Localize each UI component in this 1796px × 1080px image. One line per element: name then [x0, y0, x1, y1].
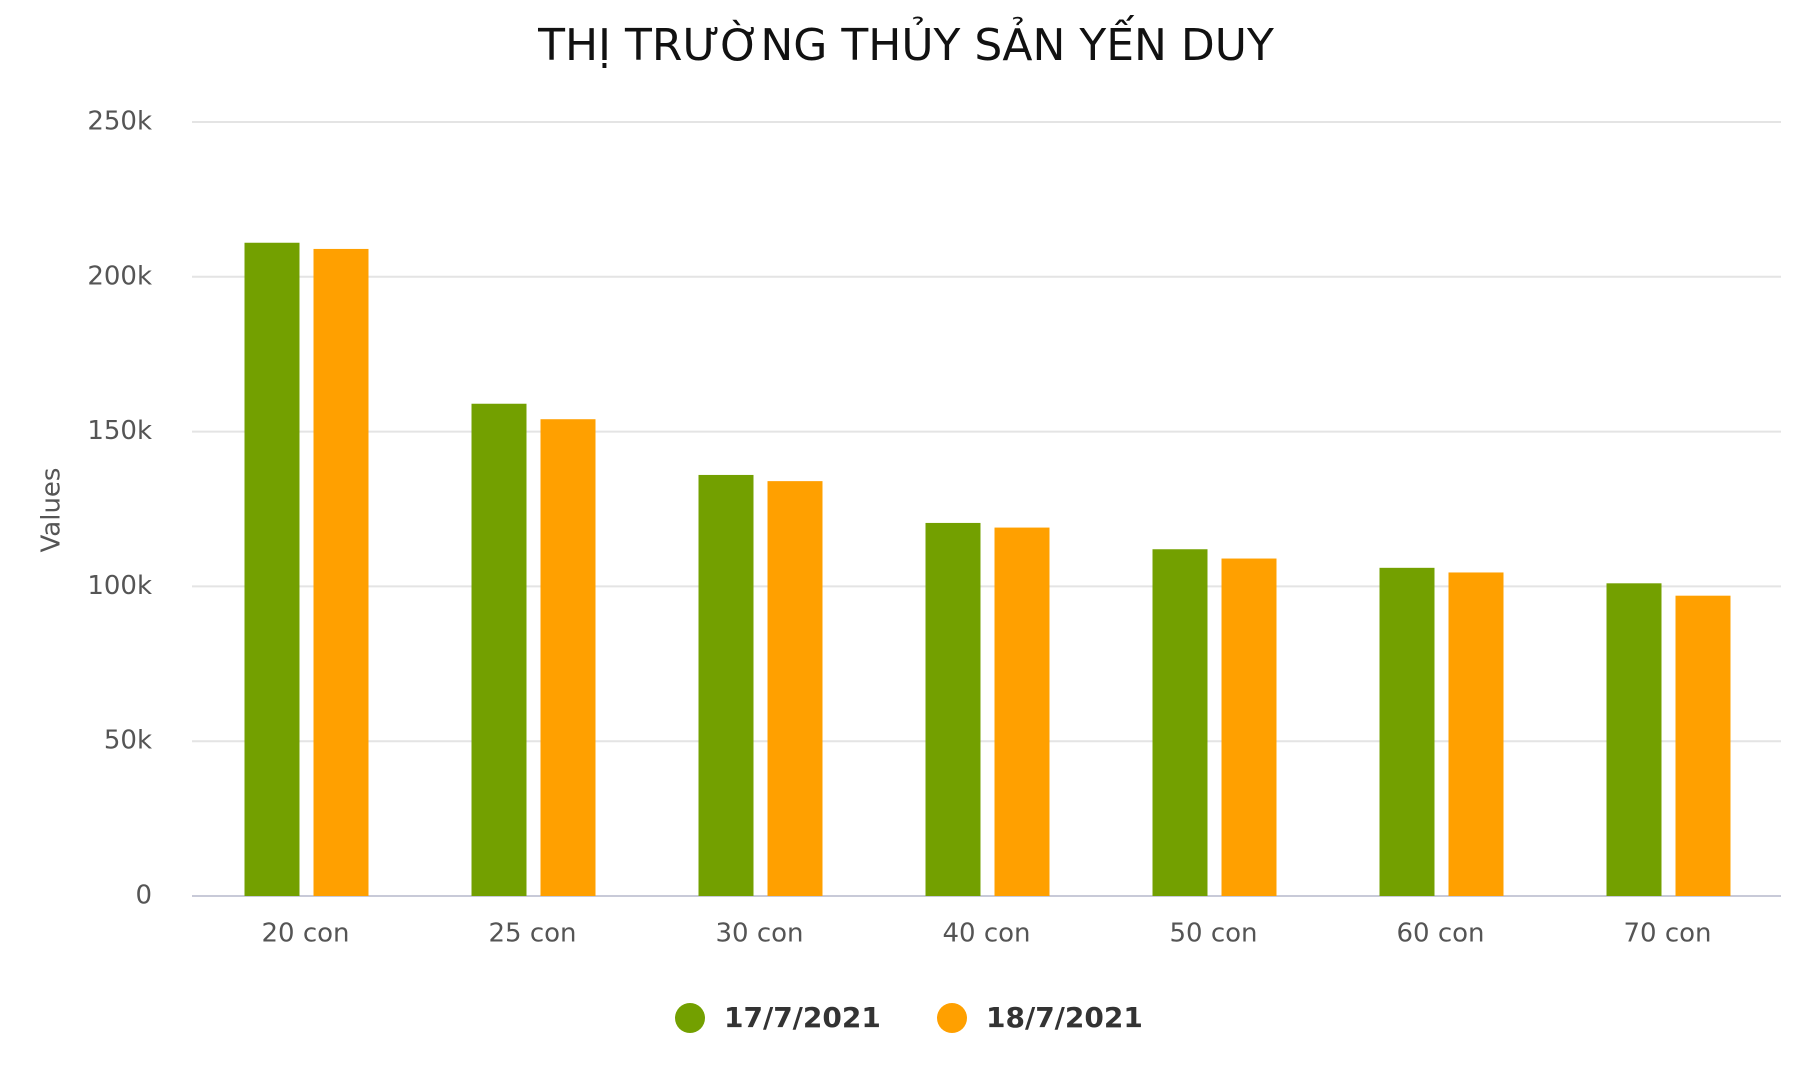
x-tick-label: 60 con	[1396, 919, 1484, 949]
y-tick-label: 50k	[104, 726, 152, 756]
bar	[313, 248, 369, 896]
bar	[698, 474, 754, 896]
bar	[994, 527, 1050, 896]
chart-title: THỊ TRƯỜNG THỦY SẢN YẾN DUY	[537, 14, 1274, 71]
bar	[540, 419, 596, 896]
bar	[244, 242, 300, 896]
legend-marker	[675, 1003, 705, 1033]
legend-marker	[937, 1003, 967, 1033]
y-axis-title: Values	[37, 468, 67, 553]
x-tick-label: 20 con	[261, 919, 349, 949]
legend-label: 18/7/2021	[986, 1001, 1143, 1034]
bar	[767, 481, 823, 896]
bar	[1448, 572, 1504, 896]
y-tick-label: 0	[135, 881, 152, 911]
bar	[1152, 549, 1208, 896]
bar	[1379, 567, 1435, 896]
x-tick-label: 30 con	[715, 919, 803, 949]
bar	[1221, 558, 1277, 896]
x-tick-label: 40 con	[942, 919, 1030, 949]
bar	[471, 403, 527, 896]
y-tick-label: 250k	[87, 107, 152, 137]
legend-label: 17/7/2021	[724, 1001, 881, 1034]
y-tick-label: 150k	[87, 416, 152, 446]
y-tick-label: 200k	[87, 261, 152, 291]
x-tick-label: 25 con	[488, 919, 576, 949]
x-tick-label: 70 con	[1623, 919, 1711, 949]
x-tick-label: 50 con	[1169, 919, 1257, 949]
bar	[925, 522, 981, 896]
bar	[1606, 583, 1662, 896]
y-tick-label: 100k	[87, 571, 152, 601]
bar	[1675, 595, 1731, 896]
